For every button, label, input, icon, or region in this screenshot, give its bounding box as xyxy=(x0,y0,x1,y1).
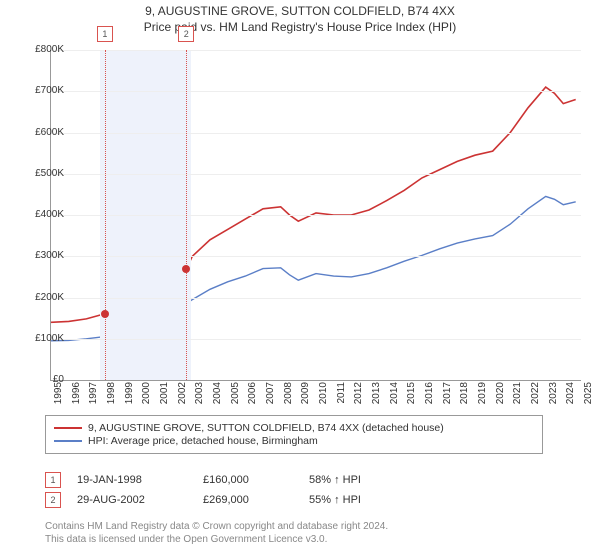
sale-row: 1 19-JAN-1998 £160,000 58% ↑ HPI xyxy=(45,472,545,488)
footer-line1: Contains HM Land Registry data © Crown c… xyxy=(45,520,555,533)
x-axis-label: 1997 xyxy=(88,382,99,412)
legend-swatch xyxy=(54,427,82,429)
y-axis-label: £500K xyxy=(14,168,64,179)
sale-row-marker: 1 xyxy=(45,472,61,488)
x-axis-label: 2009 xyxy=(300,382,311,412)
x-axis-label: 1999 xyxy=(124,382,135,412)
y-axis-label: £200K xyxy=(14,292,64,303)
legend-label: 9, AUGUSTINE GROVE, SUTTON COLDFIELD, B7… xyxy=(88,422,444,434)
legend-label: HPI: Average price, detached house, Birm… xyxy=(88,435,318,447)
y-axis-label: £300K xyxy=(14,250,64,261)
x-axis-label: 2017 xyxy=(442,382,453,412)
sale-row-price: £160,000 xyxy=(203,474,293,486)
x-axis-label: 2006 xyxy=(247,382,258,412)
y-axis-label: £400K xyxy=(14,209,64,220)
footer-line2: This data is licensed under the Open Gov… xyxy=(45,533,555,546)
x-axis-label: 2012 xyxy=(353,382,364,412)
footer: Contains HM Land Registry data © Crown c… xyxy=(45,520,555,546)
x-axis-label: 1995 xyxy=(53,382,64,412)
legend: 9, AUGUSTINE GROVE, SUTTON COLDFIELD, B7… xyxy=(45,415,543,454)
x-axis-label: 2024 xyxy=(565,382,576,412)
x-axis-label: 2018 xyxy=(459,382,470,412)
sale-row-date: 19-JAN-1998 xyxy=(77,474,187,486)
x-axis-label: 2021 xyxy=(512,382,523,412)
x-axis-label: 2011 xyxy=(336,382,347,412)
chart-title-line1: 9, AUGUSTINE GROVE, SUTTON COLDFIELD, B7… xyxy=(0,0,600,20)
sale-marker-box: 1 xyxy=(97,26,113,42)
x-axis-label: 1996 xyxy=(71,382,82,412)
x-axis-label: 2016 xyxy=(424,382,435,412)
x-axis-label: 2003 xyxy=(194,382,205,412)
legend-swatch xyxy=(54,440,82,442)
sale-point xyxy=(182,265,190,273)
x-axis-label: 2020 xyxy=(495,382,506,412)
sale-row-hpi: 58% ↑ HPI xyxy=(309,474,419,486)
legend-item: HPI: Average price, detached house, Birm… xyxy=(54,435,534,447)
x-axis-label: 2014 xyxy=(389,382,400,412)
plot-area: 12 xyxy=(50,50,581,381)
x-axis-label: 2022 xyxy=(530,382,541,412)
x-axis-label: 2002 xyxy=(177,382,188,412)
chart: 12 xyxy=(50,50,580,380)
x-axis-label: 2013 xyxy=(371,382,382,412)
sale-row-hpi: 55% ↑ HPI xyxy=(309,494,419,506)
x-axis-label: 2023 xyxy=(548,382,559,412)
gridline xyxy=(51,298,581,299)
x-axis-label: 2005 xyxy=(230,382,241,412)
sale-row-date: 29-AUG-2002 xyxy=(77,494,187,506)
x-axis-label: 1998 xyxy=(106,382,117,412)
sale-marker-line xyxy=(105,50,106,380)
x-axis-label: 2019 xyxy=(477,382,488,412)
x-axis-label: 2000 xyxy=(141,382,152,412)
x-axis-label: 2015 xyxy=(406,382,417,412)
sales-table: 1 19-JAN-1998 £160,000 58% ↑ HPI 2 29-AUG-200… xyxy=(45,468,545,512)
y-axis-label: £700K xyxy=(14,85,64,96)
x-axis-label: 2004 xyxy=(212,382,223,412)
sale-marker-box: 2 xyxy=(178,26,194,42)
gridline xyxy=(51,256,581,257)
x-axis-label: 2010 xyxy=(318,382,329,412)
x-axis-label: 2007 xyxy=(265,382,276,412)
sale-point xyxy=(101,310,109,318)
gridline xyxy=(51,339,581,340)
x-axis-label: 2025 xyxy=(583,382,594,412)
gridline xyxy=(51,91,581,92)
chart-title-line2: Price paid vs. HM Land Registry's House … xyxy=(0,20,600,36)
sale-row: 2 29-AUG-2002 £269,000 55% ↑ HPI xyxy=(45,492,545,508)
gridline xyxy=(51,50,581,51)
y-axis-label: £600K xyxy=(14,127,64,138)
gridline xyxy=(51,215,581,216)
sale-marker-line xyxy=(186,50,187,380)
gridline xyxy=(51,133,581,134)
x-axis-label: 2001 xyxy=(159,382,170,412)
sale-row-marker: 2 xyxy=(45,492,61,508)
gridline xyxy=(51,174,581,175)
sale-row-price: £269,000 xyxy=(203,494,293,506)
page: 9, AUGUSTINE GROVE, SUTTON COLDFIELD, B7… xyxy=(0,0,600,560)
y-axis-label: £800K xyxy=(14,44,64,55)
y-axis-label: £100K xyxy=(14,333,64,344)
x-axis-label: 2008 xyxy=(283,382,294,412)
legend-item: 9, AUGUSTINE GROVE, SUTTON COLDFIELD, B7… xyxy=(54,422,534,434)
